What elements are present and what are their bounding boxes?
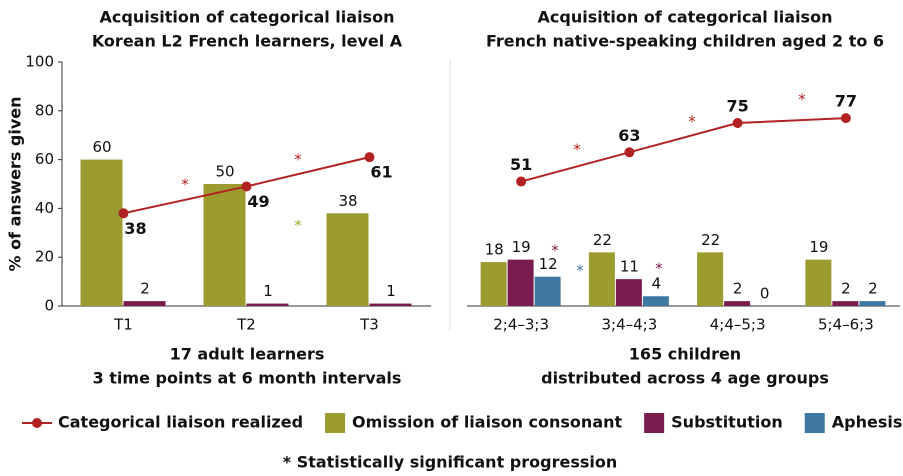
bar <box>203 184 246 306</box>
line <box>520 117 846 183</box>
significance-mark: * <box>688 113 696 131</box>
bar-label: 2 <box>733 280 743 298</box>
bar <box>507 259 534 306</box>
point-label: 61 <box>370 163 392 182</box>
bar <box>697 252 724 306</box>
x-label: 17 adult learners <box>170 345 325 364</box>
bar <box>326 213 369 306</box>
y-tick-label: 20 <box>35 248 54 266</box>
x-tick-label: 5;4–6;3 <box>818 316 874 334</box>
footnote: * Statistically significant progression <box>283 453 617 472</box>
point-label: 75 <box>726 97 748 116</box>
bar-label: 19 <box>809 238 828 256</box>
chart-title: Acquisition of categorical liaison <box>538 8 833 27</box>
bar-label: 1 <box>386 282 396 300</box>
y-tick-label: 80 <box>35 101 54 119</box>
y-tick-label: 40 <box>35 199 54 217</box>
chart-subtitle: French native-speaking children aged 2 t… <box>486 32 884 51</box>
significance-mark: * <box>294 217 302 235</box>
x-tick-label: T2 <box>236 316 256 334</box>
legend-swatch <box>804 413 825 433</box>
bar <box>246 303 289 306</box>
x-tick-label: T3 <box>359 316 379 334</box>
point <box>624 147 635 158</box>
x-label: 165 children <box>629 345 741 364</box>
x-tick-label: T1 <box>113 316 133 334</box>
point <box>364 152 375 163</box>
bar-label: 11 <box>620 258 639 276</box>
significance-mark: * <box>573 141 581 159</box>
legend-label: Aphesis <box>832 413 903 432</box>
bar <box>480 262 507 306</box>
x-tick-label: 4;4–5;3 <box>710 316 766 334</box>
y-tick-label: 0 <box>44 297 54 315</box>
point <box>516 176 527 187</box>
legend-point <box>32 418 42 428</box>
significance-mark: * <box>798 91 806 109</box>
bar-label: 4 <box>652 275 662 293</box>
bar-label: 1 <box>263 282 273 300</box>
point <box>840 113 851 124</box>
bar-label: 2 <box>841 280 851 298</box>
bar-label: 60 <box>92 138 111 156</box>
bar-label: 12 <box>539 255 558 273</box>
chart-subtitle: Korean L2 French learners, level A <box>92 32 403 51</box>
y-tick-label: 100 <box>25 53 54 71</box>
bar <box>724 301 751 306</box>
legend-swatch <box>644 413 665 433</box>
point-label: 77 <box>835 92 857 111</box>
point-label: 51 <box>510 155 532 174</box>
point <box>118 208 129 219</box>
bar-label: 2 <box>140 280 150 298</box>
bar <box>805 259 832 306</box>
significance-mark: * <box>181 176 189 194</box>
legend-label: Substitution <box>671 413 783 432</box>
legend-swatch <box>325 413 346 433</box>
bar-label: 50 <box>215 163 234 181</box>
bar <box>369 303 412 306</box>
y-label: % of answers given <box>6 96 25 271</box>
bar <box>123 301 166 306</box>
y-tick-label: 60 <box>35 150 54 168</box>
significance-mark: * <box>655 260 663 278</box>
point-label: 49 <box>247 192 269 211</box>
bar <box>80 159 123 306</box>
bar-label: 22 <box>701 231 720 249</box>
bar <box>588 252 615 306</box>
bar <box>642 296 669 306</box>
point-label: 38 <box>124 219 146 238</box>
legend-label: Omission of liaison consonant <box>352 413 622 432</box>
x-tick-label: 2;4–3;3 <box>493 316 549 334</box>
point <box>732 118 743 128</box>
bar-label: 0 <box>760 285 770 303</box>
x-label: 3 time points at 6 month intervals <box>93 369 402 388</box>
bar-label: 38 <box>338 192 357 210</box>
x-label: distributed across 4 age groups <box>541 369 829 388</box>
point <box>241 181 252 192</box>
bar <box>615 279 642 306</box>
bar-label: 2 <box>868 280 878 298</box>
significance-mark: * <box>576 262 584 280</box>
bar-label: 19 <box>512 238 531 256</box>
x-tick-label: 3;4–4;3 <box>601 316 657 334</box>
significance-mark: * <box>294 151 302 169</box>
bar-label: 22 <box>593 231 612 249</box>
bar <box>832 301 859 306</box>
significance-mark: * <box>551 242 559 260</box>
point-label: 63 <box>618 126 640 145</box>
bar <box>534 276 561 306</box>
bar-label: 18 <box>485 241 504 259</box>
chart-title: Acquisition of categorical liaison <box>100 8 395 27</box>
bar <box>859 301 886 306</box>
legend-label: Categorical liaison realized <box>58 413 303 432</box>
